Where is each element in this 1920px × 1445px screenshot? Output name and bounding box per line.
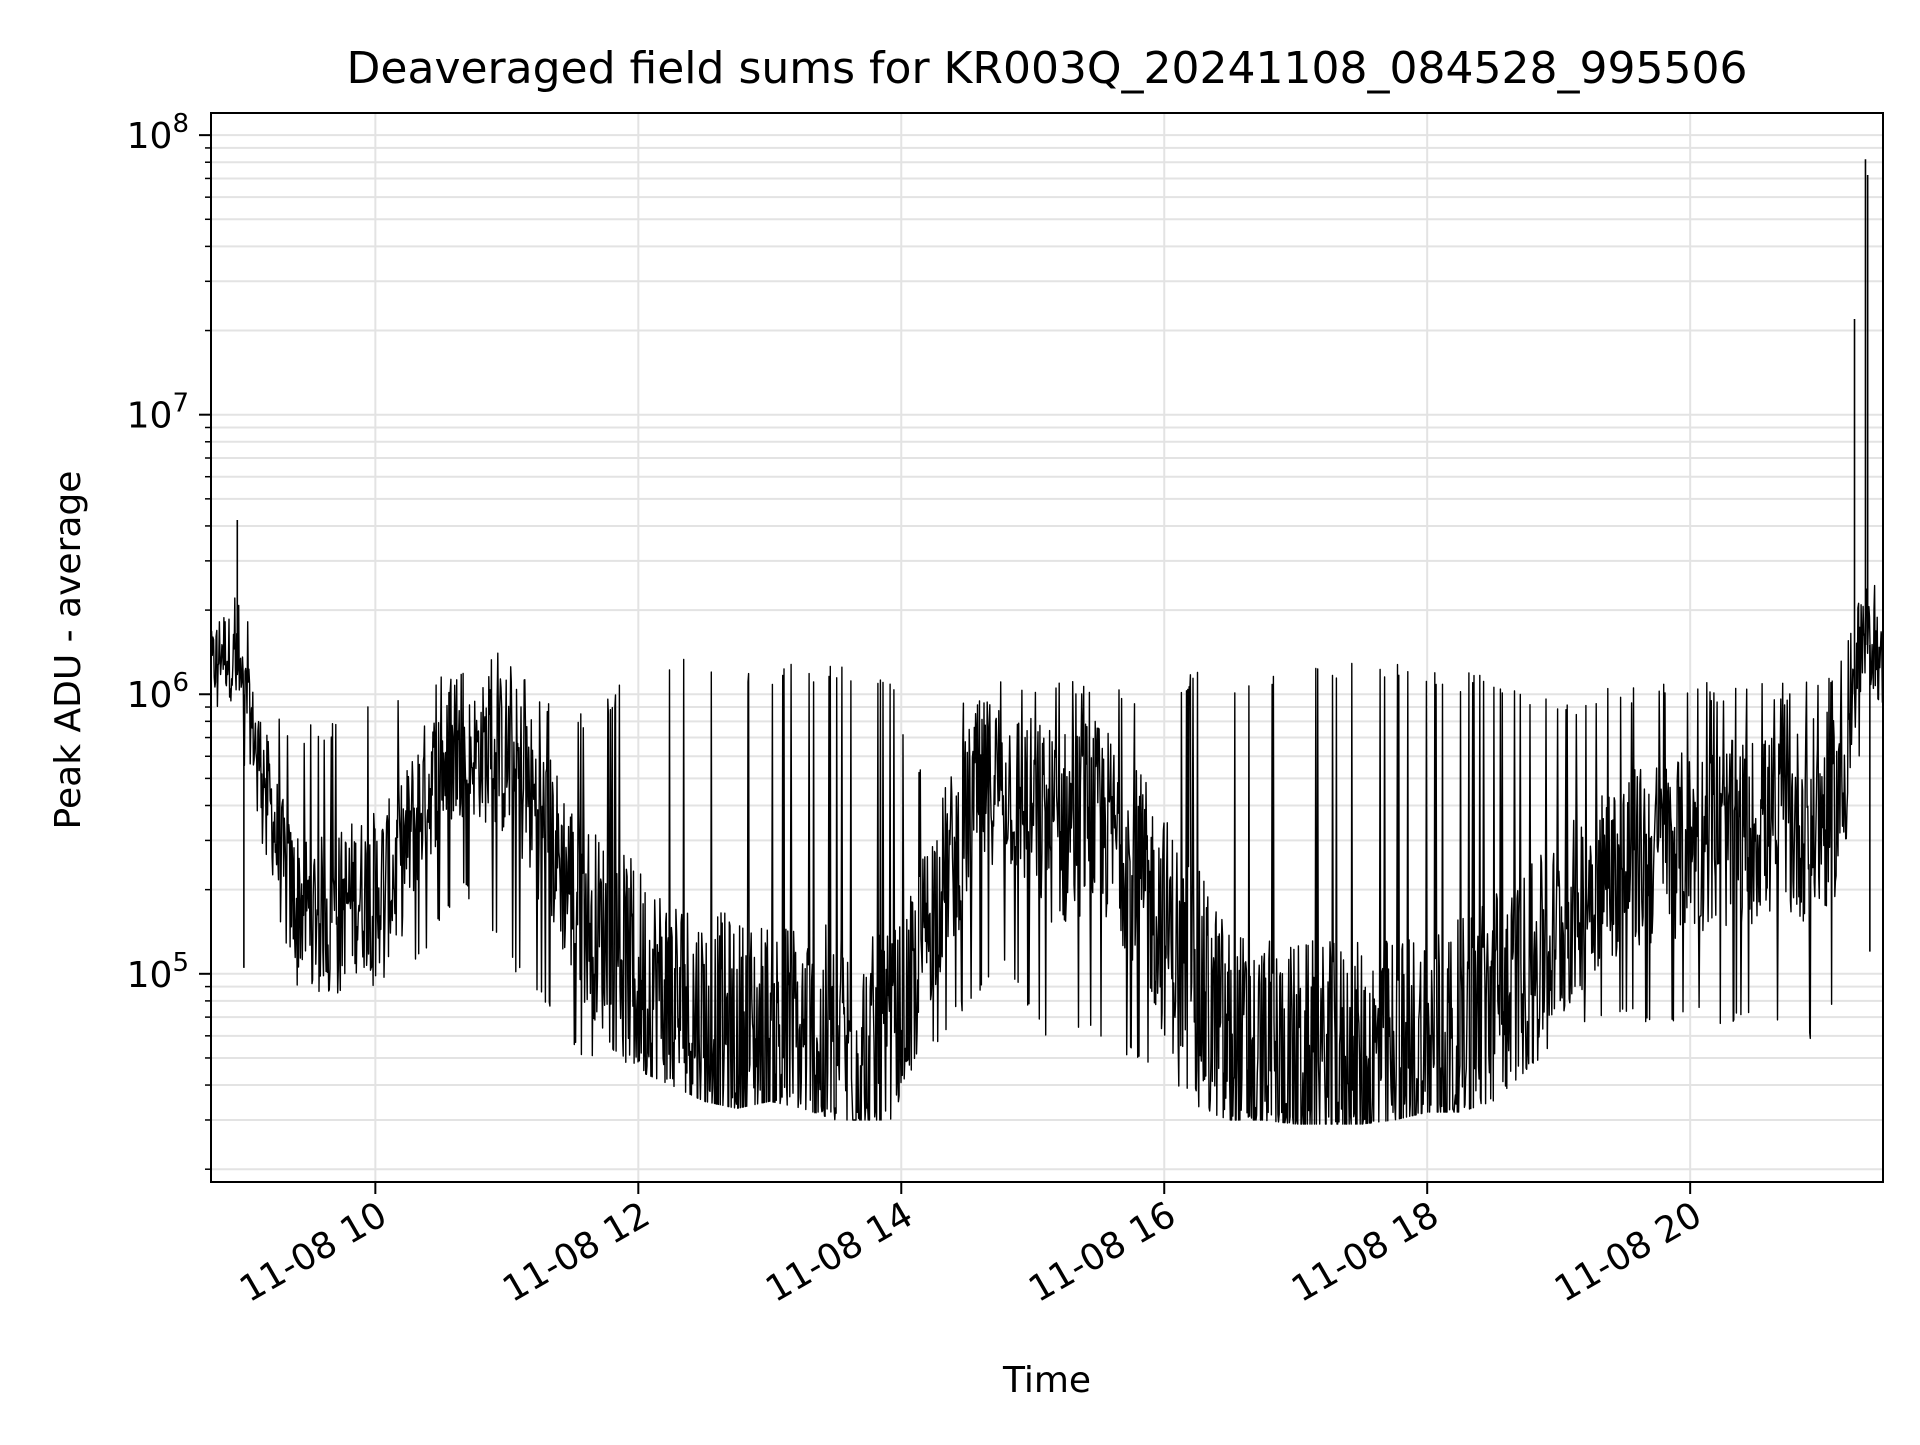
series-line <box>210 584 1884 1125</box>
grid <box>211 113 1883 1182</box>
plot-frame <box>210 112 1884 1183</box>
axes: 105 106 107 108 11-08 10 11-08 12 11-08 14 11-0… <box>127 109 1709 1311</box>
plot-area <box>210 159 1884 1125</box>
y-axis-label: Peak ADU - average <box>48 471 89 830</box>
x-tick-label: 11-08 14 <box>759 1194 920 1310</box>
x-tick-label: 11-08 16 <box>1022 1194 1183 1310</box>
x-tick-label: 11-08 10 <box>233 1194 394 1310</box>
y-tick-label: 106 <box>127 668 189 716</box>
y-tick-label: 108 <box>127 109 189 157</box>
x-axis-label: Time <box>1002 1360 1091 1401</box>
y-tick-label: 107 <box>127 389 189 437</box>
x-tick-label: 11-08 20 <box>1548 1194 1709 1310</box>
y-tick-label: 105 <box>127 948 189 996</box>
x-tick-label: 11-08 12 <box>496 1194 657 1310</box>
x-tick-label: 11-08 18 <box>1285 1194 1446 1310</box>
chart-title: Deaveraged field sums for KR003Q_2024110… <box>347 43 1748 94</box>
